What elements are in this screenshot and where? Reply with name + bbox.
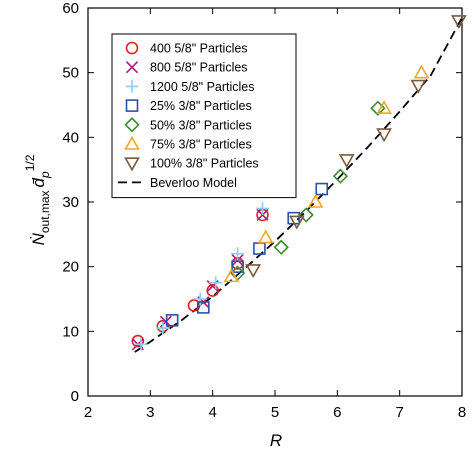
y-label-main: Ṅ: [29, 232, 48, 245]
x-tick-label: 3: [146, 404, 154, 421]
y-tick-label: 50: [62, 65, 79, 82]
series-2: [131, 208, 269, 351]
data-point: [307, 193, 324, 208]
x-axis-label: R: [270, 431, 282, 450]
x-axis: 2 3 4 5 6 7 8: [84, 8, 466, 421]
data-point: [451, 15, 467, 30]
y-tick-label: 10: [62, 323, 79, 340]
data-point: [134, 337, 148, 351]
y-axis-label: Ṅout,max d̄p1/2: [23, 154, 52, 245]
legend-label: Beverloo Model: [150, 176, 237, 190]
data-point: [256, 201, 270, 215]
y-axis: 0 10 20 30 40 50 60: [62, 0, 462, 405]
legend-box: [111, 33, 297, 199]
svg-text:Ṅout,maxd̄p1/2: Ṅout,max d̄p1/2: [23, 154, 52, 245]
y-tick-label: 60: [62, 0, 79, 17]
series-1: [131, 208, 269, 348]
data-point: [197, 301, 210, 314]
legend-marker: [124, 157, 140, 172]
x-tick-label: 8: [458, 404, 466, 421]
legend-label: 400 5/8" Particles: [150, 42, 248, 56]
data-point: [231, 247, 245, 261]
legend-label: 50% 3/8" Particles: [150, 118, 252, 132]
data-point: [298, 207, 314, 223]
series-7: [245, 15, 467, 279]
beverloo-model-curve: [134, 17, 463, 353]
x-tick-label: 4: [208, 404, 216, 421]
data-point: [257, 229, 274, 244]
data-point: [209, 276, 223, 290]
data-point: [165, 314, 179, 327]
data-point: [273, 239, 289, 255]
data-points-layer: [131, 15, 467, 351]
series-3: [134, 201, 270, 351]
data-point: [332, 168, 349, 184]
data-point: [376, 128, 392, 143]
y-tick-label: 0: [71, 388, 79, 405]
x-tick-label: 6: [333, 404, 341, 421]
series-6: [223, 64, 430, 283]
y-tick-label: 40: [62, 129, 79, 146]
y-tick-label: 30: [62, 194, 79, 211]
data-point: [156, 321, 170, 335]
y-label-d: d̄: [29, 177, 48, 187]
legend-marker: [124, 135, 140, 150]
data-point: [413, 64, 430, 79]
data-point: [193, 292, 207, 306]
model-curve-layer: [134, 17, 463, 353]
legend-marker: [124, 117, 140, 133]
data-point: [376, 100, 392, 115]
data-point: [410, 79, 427, 94]
legend-label: 25% 3/8" Particles: [150, 99, 252, 113]
legend-label: 800 5/8" Particles: [150, 61, 248, 75]
data-point: [131, 334, 145, 348]
legend-label: 100% 3/8" Particles: [150, 157, 259, 171]
x-tick-label: 7: [395, 404, 403, 421]
data-point: [245, 264, 262, 279]
legend-marker: [125, 79, 139, 93]
y-tick-label: 20: [62, 259, 79, 276]
legend-label: 1200 5/8" Particles: [150, 80, 255, 94]
legend-marker: [125, 99, 139, 112]
y-label-dsub: p: [38, 171, 52, 179]
data-point: [338, 154, 355, 169]
y-label-exp: 1/2: [23, 154, 37, 171]
data-point: [231, 260, 244, 273]
y-label-sub: out,max: [38, 190, 52, 233]
legend-label: 75% 3/8" Particles: [150, 138, 252, 152]
x-tick-label: 2: [84, 404, 92, 421]
legend-marker: [125, 41, 139, 55]
data-point: [315, 182, 329, 196]
legend-marker: [125, 61, 139, 74]
series-4: [165, 182, 329, 327]
legend: 400 5/8" Particles 800 5/8" Particles 1200…: [111, 33, 297, 199]
data-point: [288, 215, 305, 230]
x-tick-label: 5: [271, 404, 279, 421]
data-point: [223, 268, 240, 283]
